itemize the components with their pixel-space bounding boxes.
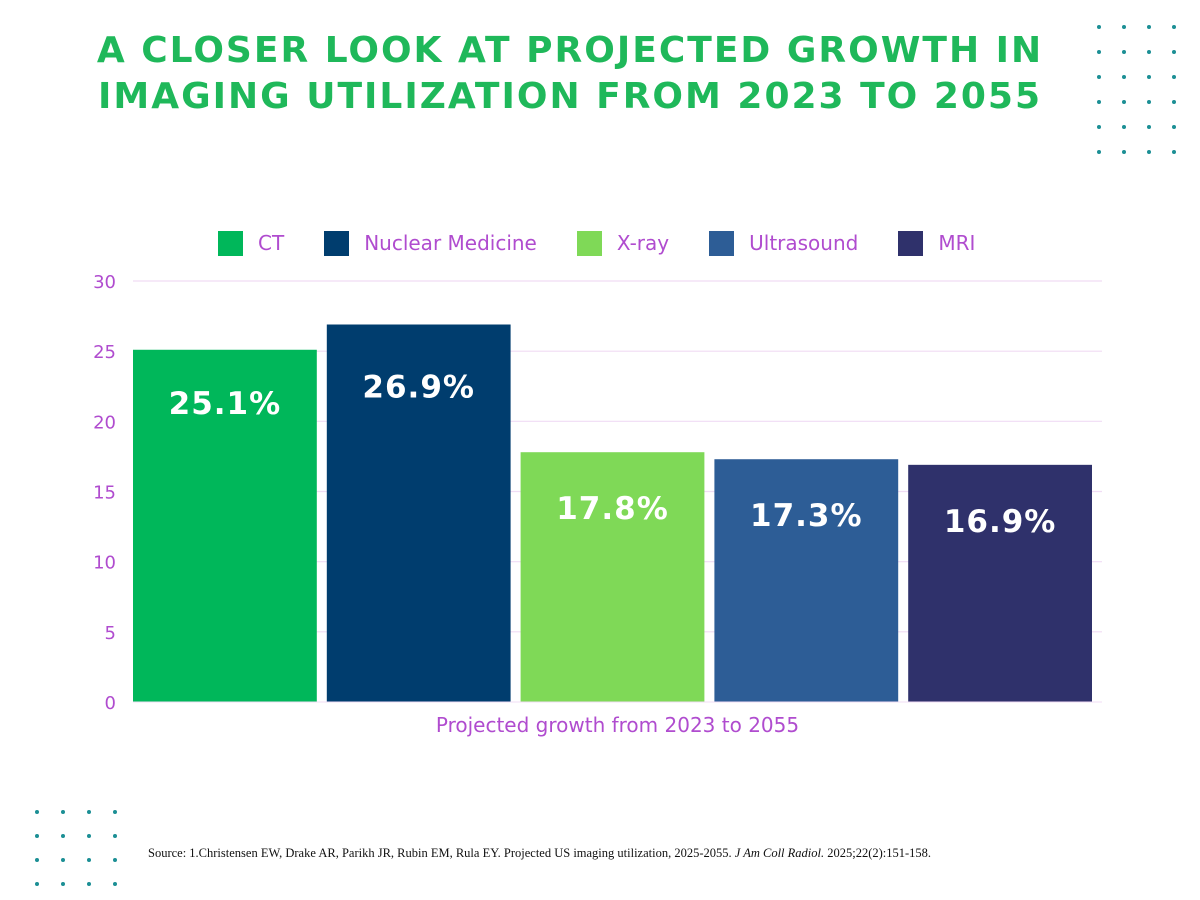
decorative-dot <box>61 882 65 886</box>
chart-title: A CLOSER LOOK AT PROJECTED GROWTH IN IMA… <box>0 28 1140 120</box>
decorative-dot <box>1097 150 1101 154</box>
decorative-dot <box>1172 150 1176 154</box>
decorative-dot <box>1097 125 1101 129</box>
legend-swatch <box>324 230 350 256</box>
source-text: Source: 1.Christensen EW, Drake AR, Pari… <box>148 846 735 860</box>
decorative-dot <box>1122 150 1126 154</box>
legend-item: Nuclear Medicine <box>324 230 537 256</box>
decorative-dot <box>87 882 91 886</box>
y-tick-label: 10 <box>93 553 116 574</box>
decorative-dot <box>87 834 91 838</box>
legend-swatch <box>709 230 735 256</box>
source-reference: 2025;22(2):151-158. <box>824 846 932 860</box>
decorative-dot-grid-bottom-left <box>35 810 117 886</box>
y-tick-label: 0 <box>105 693 116 714</box>
y-tick-label: 20 <box>93 412 116 433</box>
decorative-dot <box>87 858 91 862</box>
decorative-dot <box>1172 25 1176 29</box>
title-line-2: IMAGING UTILIZATION FROM 2023 TO 2055 <box>97 76 1043 117</box>
bar-nuclear-medicine <box>326 324 511 702</box>
decorative-dot <box>35 858 39 862</box>
bar-data-label: 17.8% <box>556 491 669 527</box>
x-axis-label: Projected growth from 2023 to 2055 <box>436 713 799 737</box>
legend-swatch <box>218 230 243 256</box>
chart-legend: CT Nuclear Medicine X-ray Ultrasound MRI <box>218 230 1015 256</box>
decorative-dot-grid-top-right <box>1097 25 1176 154</box>
legend-item: CT <box>218 230 285 256</box>
bar-data-label: 25.1% <box>169 386 282 422</box>
decorative-dot <box>61 858 65 862</box>
decorative-dot <box>87 810 91 814</box>
y-tick-label: 30 <box>93 272 116 293</box>
legend-item: X-ray <box>576 230 670 256</box>
bar-mri <box>908 464 1092 702</box>
legend-label: Ultrasound <box>749 231 859 255</box>
decorative-dot <box>1172 100 1176 104</box>
legend-label: X-ray <box>616 231 670 255</box>
decorative-dot <box>1147 50 1151 54</box>
decorative-dot <box>113 882 117 886</box>
legend-label: MRI <box>938 231 976 255</box>
decorative-dot <box>1122 25 1126 29</box>
decorative-dot <box>1172 125 1176 129</box>
bar-x-ray <box>520 452 705 702</box>
bar-ct <box>133 349 317 702</box>
decorative-dot <box>1172 50 1176 54</box>
decorative-dot <box>1097 50 1101 54</box>
decorative-dot <box>1097 100 1101 104</box>
bar-ultrasound <box>714 459 899 702</box>
decorative-dot <box>61 810 65 814</box>
decorative-dot <box>35 810 39 814</box>
legend-item: MRI <box>898 230 976 256</box>
bar-data-label: 26.9% <box>362 370 475 406</box>
decorative-dot <box>35 882 39 886</box>
decorative-dot <box>1172 75 1176 79</box>
legend-swatch <box>898 230 924 256</box>
decorative-dot <box>1147 150 1151 154</box>
source-citation: Source: 1.Christensen EW, Drake AR, Pari… <box>148 846 931 861</box>
y-tick-label: 15 <box>93 483 116 504</box>
decorative-dot <box>1122 125 1126 129</box>
decorative-dot <box>1097 75 1101 79</box>
decorative-dot <box>1097 25 1101 29</box>
legend-label: Nuclear Medicine <box>364 231 537 255</box>
source-journal: J Am Coll Radiol. <box>734 846 825 860</box>
decorative-dot <box>113 834 117 838</box>
decorative-dot <box>1147 75 1151 79</box>
decorative-dot <box>113 810 117 814</box>
y-tick-label: 5 <box>105 623 116 644</box>
bar-data-label: 17.3% <box>750 498 863 534</box>
decorative-dot <box>1147 125 1151 129</box>
y-tick-label: 25 <box>93 342 116 363</box>
decorative-dot <box>35 834 39 838</box>
decorative-dot <box>1147 100 1151 104</box>
decorative-dot <box>1122 100 1126 104</box>
decorative-dot <box>1122 75 1126 79</box>
legend-swatch <box>576 230 602 256</box>
title-line-1: A CLOSER LOOK AT PROJECTED GROWTH IN <box>96 30 1044 71</box>
legend-item: Ultrasound <box>709 230 859 256</box>
decorative-dot <box>1122 50 1126 54</box>
decorative-dot <box>61 834 65 838</box>
bar-data-label: 16.9% <box>944 504 1057 540</box>
legend-label: CT <box>258 231 285 255</box>
decorative-dot <box>113 858 117 862</box>
decorative-dot <box>1147 25 1151 29</box>
